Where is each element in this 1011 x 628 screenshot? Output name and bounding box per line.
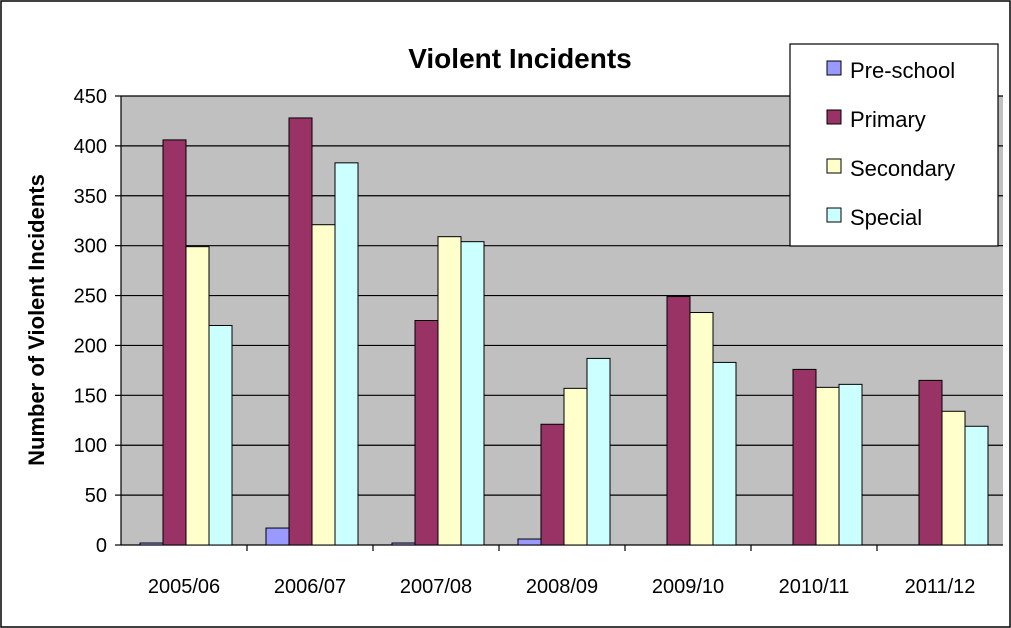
bar-special [460, 241, 485, 546]
bar-pre-school [391, 542, 416, 546]
bar-pre-school [139, 542, 164, 546]
y-tick-label: 250 [74, 286, 107, 308]
legend-swatch [826, 109, 842, 125]
bar-secondary [689, 312, 714, 546]
y-tick-label: 350 [74, 186, 107, 208]
bar-primary [792, 368, 817, 546]
y-axis-label: Number of Violent Incidents [24, 174, 49, 466]
bar-primary [162, 139, 187, 546]
x-tick-label: 2011/12 [905, 576, 976, 598]
bar-secondary [563, 387, 588, 546]
bar-primary [918, 379, 943, 546]
y-tick-label: 400 [74, 136, 107, 158]
bar-secondary [437, 236, 462, 546]
bar-primary [414, 320, 439, 546]
bar-special [586, 357, 611, 546]
bar-special [838, 383, 863, 546]
legend-swatch [826, 60, 842, 76]
x-tick-label: 2010/11 [779, 576, 850, 598]
bar-pre-school [517, 538, 542, 546]
y-tick-label: 300 [74, 236, 107, 258]
bar-special [964, 425, 989, 546]
bar-special [334, 162, 359, 546]
y-tick-label: 0 [96, 535, 107, 557]
bar-secondary [941, 410, 966, 546]
x-tick-label: 2006/07 [274, 576, 346, 598]
legend-swatch [826, 158, 842, 174]
y-tick-label: 450 [74, 86, 107, 108]
chart-title: Violent Incidents [408, 43, 632, 74]
x-tick-label: 2007/08 [400, 576, 472, 598]
y-tick-label: 100 [74, 435, 107, 457]
legend-label: Primary [850, 107, 926, 132]
bar-special [712, 361, 737, 546]
legend-label: Special [850, 205, 922, 230]
bar-secondary [185, 246, 210, 546]
bar-primary [288, 117, 313, 546]
bar-pre-school [265, 527, 290, 546]
legend: Pre-school Primary Secondary Special [789, 43, 999, 247]
x-tick-label: 2005/06 [148, 576, 220, 598]
legend-label: Pre-school [850, 58, 955, 83]
y-tick-label: 200 [74, 335, 107, 357]
legend-box [789, 43, 999, 247]
legend-label: Secondary [850, 156, 955, 181]
y-tick-label: 50 [85, 485, 107, 507]
x-tick-label: 2008/09 [526, 576, 598, 598]
legend-swatch [826, 207, 842, 223]
bar-special [208, 324, 233, 546]
x-tick-label: 2009/10 [652, 576, 724, 598]
bar-primary [666, 296, 691, 546]
bar-primary [540, 423, 565, 546]
bar-secondary [311, 224, 336, 546]
bar-secondary [815, 386, 840, 546]
y-tick-label: 150 [74, 385, 107, 407]
